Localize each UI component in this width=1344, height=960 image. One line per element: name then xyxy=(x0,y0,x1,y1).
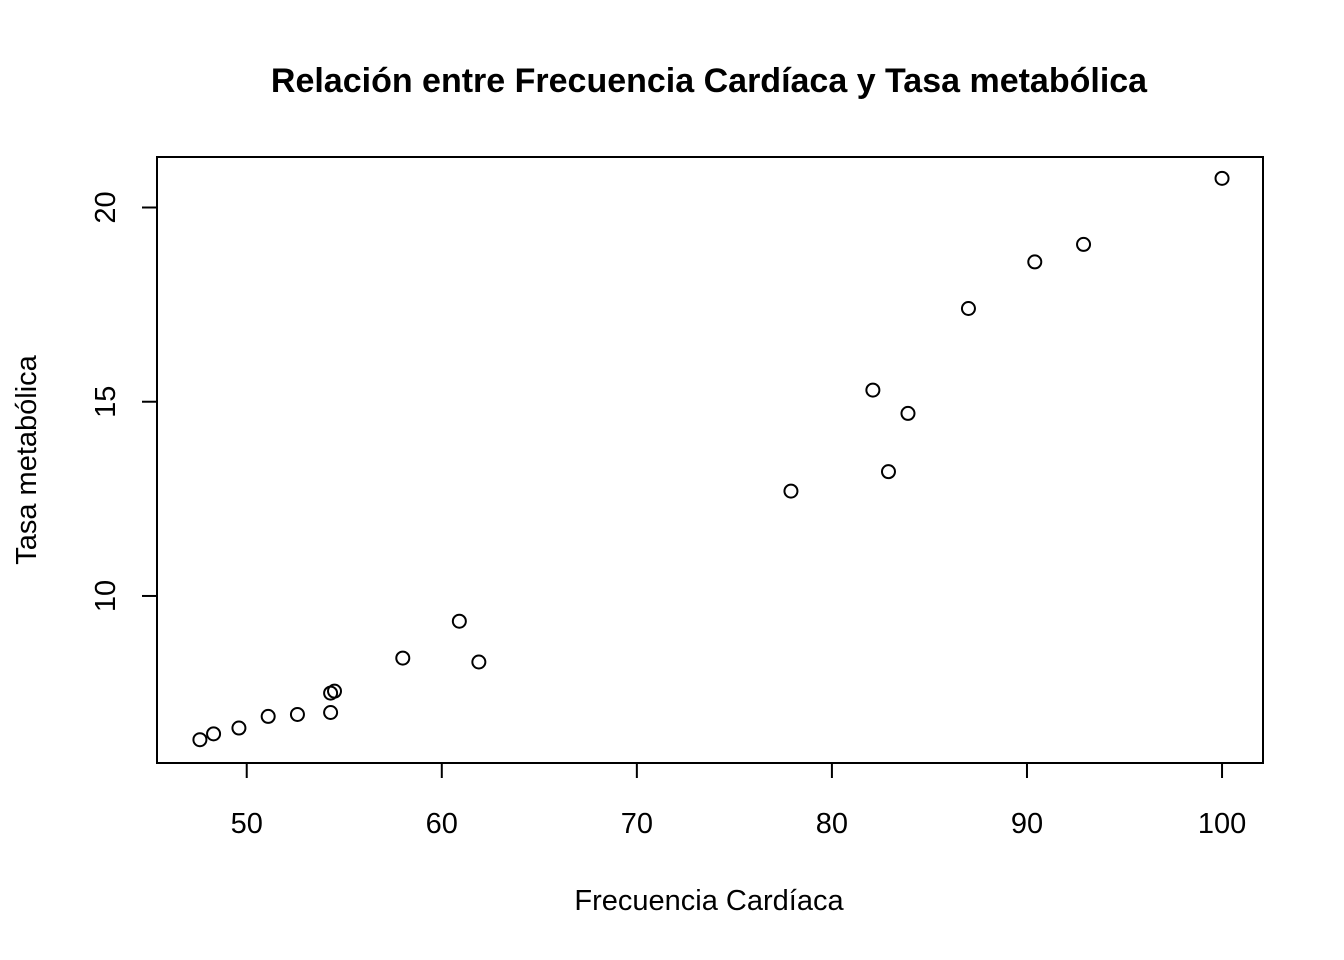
data-point xyxy=(395,650,411,666)
x-axis: 50 60 70 80 90 100 xyxy=(231,762,1246,840)
data-point xyxy=(1076,236,1092,252)
x-tick-label: 100 xyxy=(1198,808,1246,840)
y-tick-label: 10 xyxy=(90,580,122,612)
y-axis: 10 15 20 xyxy=(90,191,158,612)
chart-title: Relación entre Frecuencia Cardíaca y Tas… xyxy=(271,62,1148,100)
x-axis-label: Frecuencia Cardíaca xyxy=(574,885,844,917)
plot-frame xyxy=(156,156,1264,764)
data-point xyxy=(783,483,799,499)
y-axis-label: Tasa metabólica xyxy=(11,354,43,564)
data-point xyxy=(1027,254,1043,270)
x-tick-label: 60 xyxy=(426,808,458,840)
x-tick-label: 50 xyxy=(231,808,263,840)
data-point xyxy=(960,301,976,316)
data-point xyxy=(865,382,881,398)
data-point xyxy=(471,654,487,670)
data-points xyxy=(192,170,1230,748)
data-point xyxy=(451,613,467,629)
data-point xyxy=(323,705,339,720)
y-tick-label: 15 xyxy=(90,386,122,418)
x-tick-label: 80 xyxy=(816,808,848,840)
data-point xyxy=(206,726,222,742)
data-point xyxy=(1214,170,1230,186)
data-point xyxy=(327,683,343,699)
data-point xyxy=(880,464,896,480)
data-point xyxy=(260,708,276,724)
data-point xyxy=(231,720,247,736)
y-tick-label: 20 xyxy=(90,191,122,223)
x-tick-label: 70 xyxy=(621,808,653,840)
x-tick-label: 90 xyxy=(1011,808,1043,840)
data-point xyxy=(900,405,916,421)
data-point xyxy=(289,706,305,722)
data-point xyxy=(192,732,208,748)
